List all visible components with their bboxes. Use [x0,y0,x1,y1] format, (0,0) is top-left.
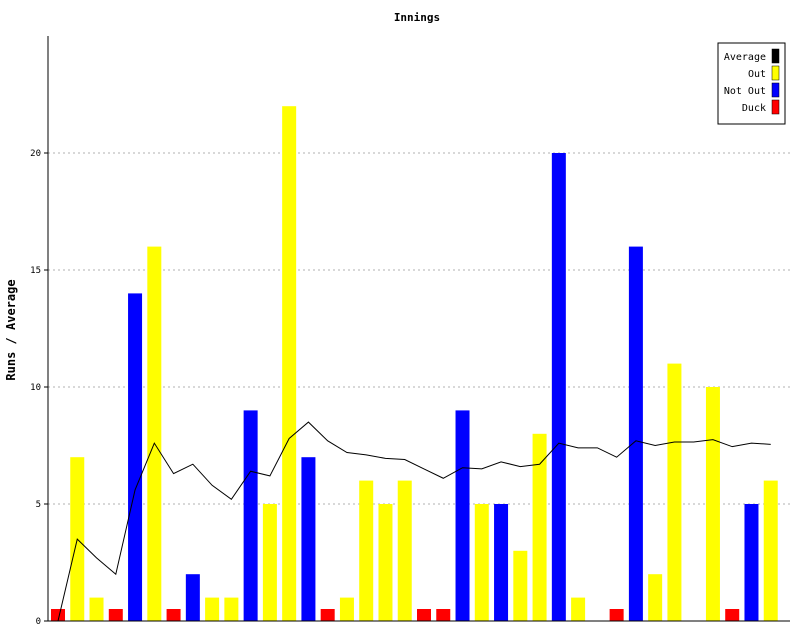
duck-bar [609,609,624,621]
legend-label: Out [748,69,766,80]
out-bar [397,480,412,621]
average-line [57,421,771,622]
bars [51,106,778,621]
not-out-bar [243,410,258,621]
out-bar [262,504,277,621]
out-bar [474,504,489,621]
out-bar [205,597,220,621]
out-bar [705,387,720,621]
out-bar [224,597,239,621]
out-bar [359,480,374,621]
out-bar [89,597,104,621]
not-out-bar [494,504,509,621]
duck-bar [166,609,181,621]
chart-title: Innings [394,11,440,24]
not-out-bar [551,153,566,621]
not-out-bar [744,504,759,621]
out-bar [532,433,547,621]
duck-bar [725,609,740,621]
gridlines [48,152,790,505]
out-bar [763,480,778,621]
not-out-bar [628,246,643,621]
out-bar [667,363,682,621]
legend-swatch [771,48,780,64]
out-bar [378,504,393,621]
legend-swatch [771,82,780,98]
duck-bar [108,609,123,621]
out-bar [147,246,162,621]
out-bar [571,597,586,621]
y-tick-label: 10 [30,383,41,393]
legend-swatch [771,99,780,115]
y-axis-label: Runs / Average [4,279,18,380]
out-bar [339,597,354,621]
out-bar [648,574,663,621]
out-bar [513,550,528,621]
legend-label: Duck [742,103,766,114]
y-tick-label: 20 [30,149,41,159]
not-out-bar [185,574,200,621]
y-tick-label: 15 [30,266,41,276]
duck-bar [51,609,65,621]
legend-label: Not Out [724,86,766,97]
out-bar [282,106,297,621]
not-out-bar [301,457,316,621]
axes [47,36,790,622]
not-out-bar [128,293,143,621]
duck-bar [320,609,335,621]
legend: Average Out Not Out Duck [717,42,786,125]
legend-label: Average [724,52,766,63]
y-ticks: 0 5 10 15 20 [30,149,48,627]
duck-bar [436,609,451,621]
duck-bar [417,609,431,621]
y-tick-label: 0 [36,617,41,627]
not-out-bar [455,410,470,621]
y-tick-label: 5 [36,500,41,510]
legend-swatch [771,65,780,81]
